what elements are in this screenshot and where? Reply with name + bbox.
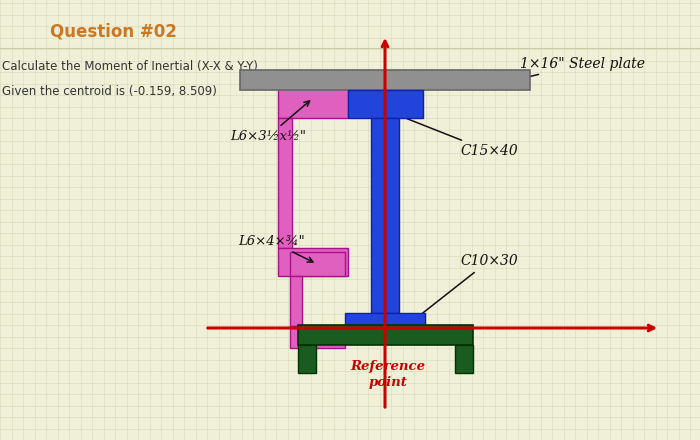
Bar [278, 88, 348, 118]
Text: C15×40: C15×40 [384, 109, 518, 158]
Bar [298, 345, 316, 373]
Text: Question #02: Question #02 [50, 22, 177, 40]
Text: Given the centroid is (-0.159, 8.509): Given the centroid is (-0.159, 8.509) [2, 85, 217, 98]
Bar [290, 252, 345, 276]
Text: Reference
point: Reference point [351, 360, 426, 389]
Bar [290, 326, 345, 348]
Bar [371, 118, 399, 313]
Bar [278, 248, 348, 276]
Bar [290, 276, 302, 326]
Bar [348, 90, 423, 118]
Bar [240, 70, 530, 90]
Text: C10×30: C10×30 [409, 254, 518, 324]
Bar [345, 313, 425, 341]
Text: 1×16" Steel plate: 1×16" Steel plate [519, 57, 645, 81]
Bar [278, 118, 292, 248]
Text: Calculate the Moment of Inertial (X-X & Y-Y): Calculate the Moment of Inertial (X-X & … [2, 60, 258, 73]
Text: L6×4×¾": L6×4×¾" [238, 235, 313, 262]
Bar [455, 345, 473, 373]
Text: L6×3½x½": L6×3½x½" [230, 101, 309, 143]
Bar [298, 325, 473, 345]
